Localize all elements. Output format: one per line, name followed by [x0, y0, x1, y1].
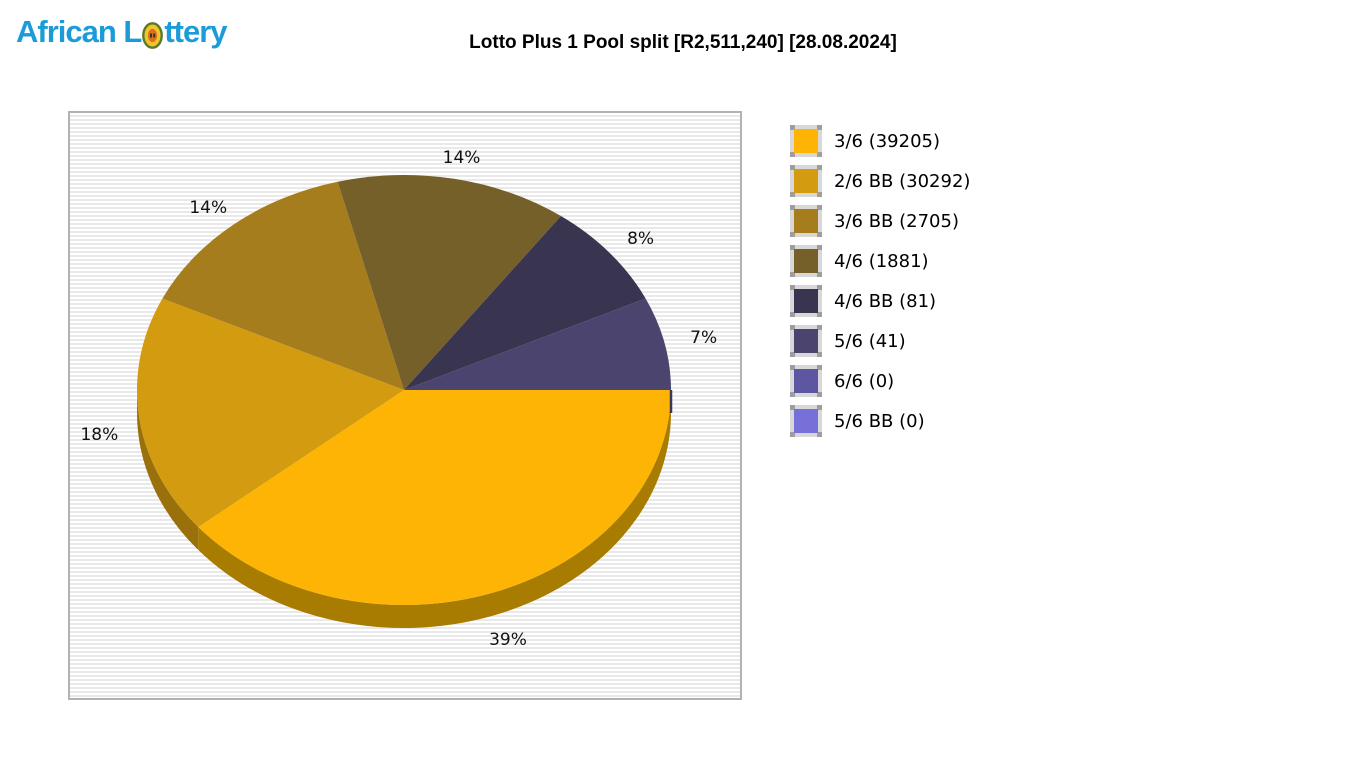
- legend-label: 5/6 (41): [834, 330, 906, 352]
- legend-swatch: [794, 209, 818, 233]
- legend-swatch: [794, 289, 818, 313]
- legend-label: 5/6 BB (0): [834, 410, 925, 432]
- legend-label: 3/6 (39205): [834, 130, 940, 152]
- legend-label: 2/6 BB (30292): [834, 170, 971, 192]
- legend-swatch: [794, 129, 818, 153]
- logo-text-right: ttery: [164, 14, 227, 49]
- legend-swatch-frame: [790, 165, 822, 197]
- legend-swatch: [794, 249, 818, 273]
- legend-item: 5/6 BB (0): [790, 401, 970, 441]
- chart-panel: 39% 18% 14% 14% 8% 7%: [68, 111, 742, 700]
- app-logo: African L ttery: [16, 8, 228, 56]
- pie-slice: [198, 390, 672, 605]
- slice-percent-label: 8%: [627, 229, 655, 250]
- pie-slice: [337, 175, 561, 390]
- legend-item: 4/6 (1881): [790, 241, 970, 281]
- slice-percent-label: 7%: [690, 328, 718, 349]
- legend-swatch: [794, 329, 818, 353]
- legend-swatch-frame: [790, 325, 822, 357]
- legend-swatch-frame: [790, 125, 822, 157]
- slice-percent-label: 14%: [442, 147, 481, 168]
- logo-text-left: African L: [16, 14, 142, 49]
- lottery-ball-icon: [142, 21, 164, 49]
- legend-swatch-frame: [790, 285, 822, 317]
- legend-item: 2/6 BB (30292): [790, 161, 970, 201]
- legend-item: 3/6 (39205): [790, 121, 970, 161]
- pie-chart: [137, 175, 673, 628]
- slice-percent-label: 14%: [189, 197, 228, 218]
- legend-swatch: [794, 169, 818, 193]
- legend-label: 4/6 BB (81): [834, 290, 937, 312]
- pie-slice: [162, 181, 404, 390]
- legend-item: 5/6 (41): [790, 321, 970, 361]
- legend-label: 3/6 BB (2705): [834, 210, 959, 232]
- chart-legend: 3/6 (39205) 2/6 BB (30292) 3/6 BB (2705) 4/…: [790, 121, 970, 441]
- legend-swatch-frame: [790, 245, 822, 277]
- legend-swatch-frame: [790, 405, 822, 437]
- pie-slice: [137, 390, 199, 551]
- pie-slice: [137, 298, 404, 528]
- legend-swatch-frame: [790, 205, 822, 237]
- legend-item: 3/6 BB (2705): [790, 201, 970, 241]
- legend-label: 6/6 (0): [834, 370, 895, 392]
- slice-percent-label: 39%: [489, 630, 527, 651]
- slice-percent-label: 18%: [80, 425, 119, 446]
- legend-item: 4/6 BB (81): [790, 281, 970, 321]
- pie-slice: [404, 298, 671, 390]
- pie-slice: [404, 216, 646, 390]
- legend-swatch: [794, 409, 818, 433]
- legend-label: 4/6 (1881): [834, 250, 929, 272]
- legend-item: 6/6 (0): [790, 361, 970, 401]
- legend-swatch-frame: [790, 365, 822, 397]
- legend-swatch: [794, 369, 818, 393]
- chart-title: Lotto Plus 1 Pool split [R2,511,240] [28…: [469, 32, 897, 53]
